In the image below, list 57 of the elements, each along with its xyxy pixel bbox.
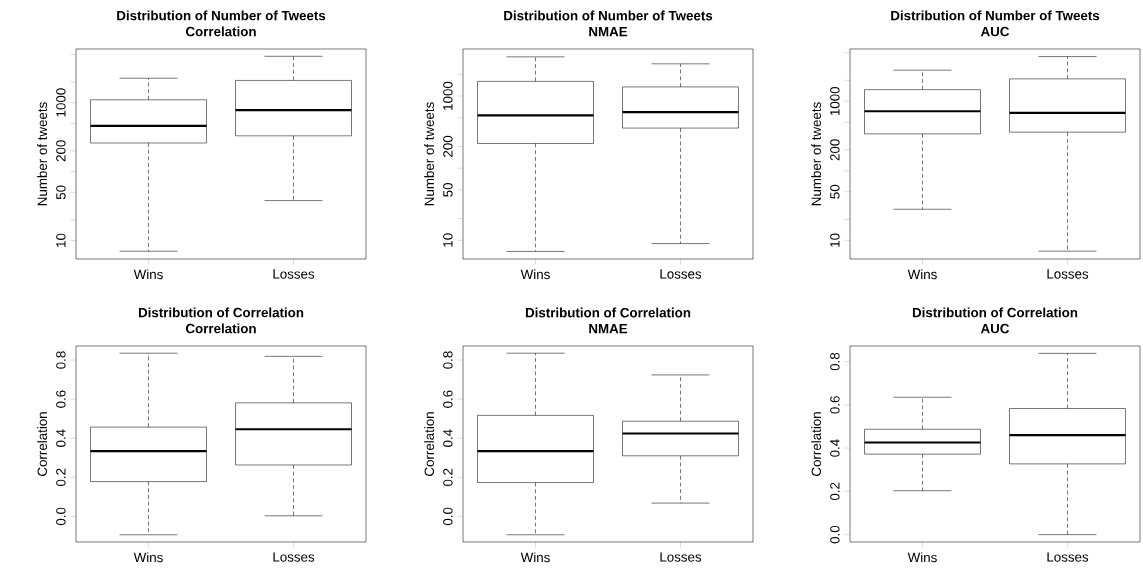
x-tick-label: Wins	[133, 269, 163, 280]
y-tick-label: 200	[443, 135, 453, 157]
x-tick-label: Losses	[660, 269, 702, 279]
y-tick-label: 0.8	[830, 352, 840, 371]
y-tick-label: 0.0	[443, 507, 453, 526]
x-tick-label: Losses	[660, 552, 702, 562]
chart-title: Distribution of Correlation	[138, 307, 304, 318]
x-tick-label: Wins	[133, 552, 163, 563]
x-tick-label: Losses	[1047, 552, 1089, 562]
y-tick-label: 0.0	[830, 525, 840, 544]
chart-subtitle: AUC	[980, 26, 1010, 37]
y-tick-label: 0.6	[56, 390, 66, 408]
y-tick-label: 10	[56, 233, 66, 247]
y-tick-label: 1000	[56, 88, 66, 117]
chart-subtitle: Correlation	[185, 26, 256, 37]
y-axis-title: Number of tweets	[424, 102, 434, 206]
x-tick-label: Wins	[520, 552, 550, 563]
x-tick-label: Wins	[520, 269, 550, 280]
y-axis-title: Correlation	[424, 412, 434, 476]
chart-title: Distribution of Correlation	[912, 307, 1078, 318]
y-tick-label: 0.8	[56, 351, 66, 369]
y-axis-title: Correlation	[811, 412, 821, 476]
chart-title: Distribution of Number of Tweets	[117, 10, 326, 21]
y-tick-label: 50	[443, 182, 453, 197]
y-tick-label: 0.6	[830, 396, 840, 414]
chart-subtitle: NMAE	[589, 27, 628, 37]
y-tick-label: 10	[443, 233, 453, 247]
chart-title: Distribution of Correlation	[525, 307, 691, 318]
x-tick-label: Wins	[907, 269, 937, 280]
y-tick-label: 200	[830, 139, 840, 161]
y-tick-label: 50	[56, 185, 66, 200]
y-tick-label: 10	[830, 233, 840, 247]
y-axis-title: Number of tweets	[811, 102, 821, 206]
y-tick-label: 0.2	[830, 482, 840, 501]
y-tick-label: 0.6	[443, 390, 453, 408]
y-axis-title: Number of tweets	[37, 102, 48, 206]
x-tick-label: Wins	[907, 552, 937, 563]
chart-subtitle: Correlation	[185, 323, 256, 334]
y-tick-label: 0.8	[443, 351, 453, 369]
y-axis-title: Correlation	[37, 412, 48, 476]
y-tick-label: 50	[830, 184, 840, 199]
x-tick-label: Losses	[1047, 269, 1089, 279]
chart-subtitle: AUC	[980, 323, 1010, 334]
y-tick-label: 1000	[830, 86, 840, 116]
chart-title: Distribution of Number of Tweets	[891, 10, 1100, 21]
x-tick-label: Losses	[273, 552, 315, 562]
y-tick-label: 0.4	[443, 429, 453, 447]
y-tick-label: 0.4	[56, 429, 66, 447]
y-tick-label: 0.2	[56, 468, 66, 487]
x-tick-label: Losses	[273, 269, 315, 279]
y-tick-label: 200	[56, 140, 66, 162]
y-tick-label: 0.2	[443, 468, 453, 487]
chart-subtitle: NMAE	[589, 324, 628, 334]
chart-title: Distribution of Number of Tweets	[504, 10, 713, 21]
y-tick-label: 0.0	[56, 507, 66, 526]
y-tick-label: 0.4	[830, 439, 840, 457]
y-tick-label: 1000	[443, 81, 453, 110]
